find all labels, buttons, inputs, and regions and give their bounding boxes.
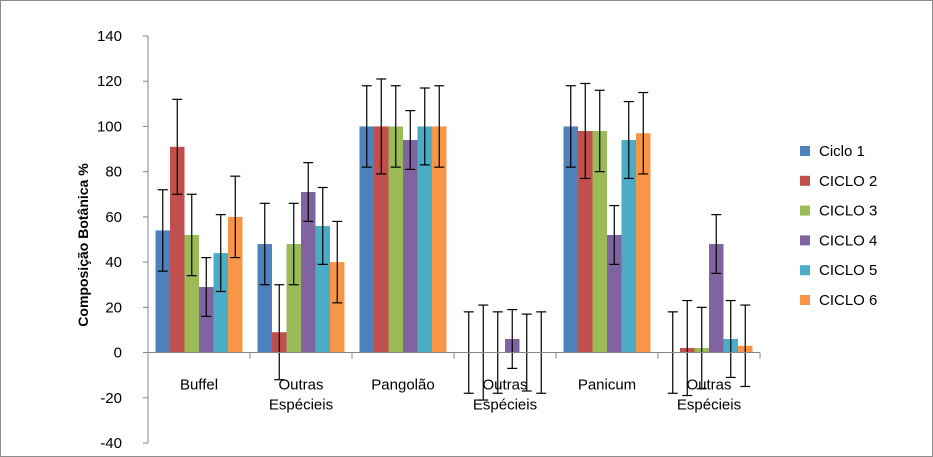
bar	[199, 286, 214, 353]
y-axis-ticks: -40 -20 0 20 40 60 80 100 120 140	[97, 28, 148, 452]
error-bars	[157, 78, 751, 401]
category-label: Pangolão	[371, 377, 434, 394]
bar	[388, 126, 403, 353]
bar	[330, 262, 345, 353]
category-labels: Buffel Outras Espécieis Pangolão Outras Espéc…	[180, 377, 741, 414]
y-tick-label: -40	[100, 435, 122, 452]
y-tick-label: 100	[97, 118, 122, 135]
bar	[621, 140, 636, 353]
bar	[578, 130, 593, 353]
bar	[155, 230, 170, 353]
y-tick-label: 120	[97, 73, 122, 90]
bar	[636, 133, 651, 353]
bar	[301, 192, 316, 353]
legend-label: Ciclo 1	[819, 143, 865, 160]
bar	[403, 140, 418, 353]
legend: Ciclo 1 CICLO 2 CICLO 3 CICLO 4 CICLO 5 CICLO…	[800, 143, 877, 309]
bar	[592, 130, 607, 353]
y-tick-label: -20	[100, 390, 122, 407]
bar	[432, 126, 447, 353]
axes	[147, 36, 761, 443]
bar	[213, 253, 228, 353]
bar	[228, 216, 243, 353]
legend-label: CICLO 3	[819, 203, 877, 220]
legend-label: CICLO 2	[819, 173, 877, 190]
bar	[170, 146, 185, 353]
category-label: Espécieis	[677, 397, 741, 414]
category-label: Outras	[686, 377, 731, 394]
category-label: Outras	[482, 377, 527, 394]
category-label: Panicum	[578, 377, 636, 394]
legend-label: CICLO 4	[819, 232, 877, 249]
bars	[155, 126, 753, 353]
y-tick-label: 80	[105, 164, 122, 181]
category-label: Espécieis	[269, 397, 333, 414]
bar	[374, 126, 389, 353]
legend-swatch	[800, 265, 810, 276]
bar	[257, 244, 272, 353]
legend-swatch	[800, 146, 810, 156]
legend-swatch	[800, 235, 810, 246]
bar	[563, 126, 578, 353]
legend-swatch	[800, 295, 810, 305]
y-tick-label: 20	[105, 299, 122, 316]
bar	[359, 126, 374, 353]
y-tick-label: 140	[97, 28, 122, 45]
legend-label: CICLO 6	[819, 292, 877, 309]
category-label: Buffel	[180, 377, 218, 394]
bar	[315, 225, 330, 353]
legend-swatch	[800, 205, 810, 216]
legend-swatch	[800, 175, 810, 186]
bar	[709, 244, 724, 353]
y-axis-title: Composição Botânica %	[75, 163, 91, 327]
y-tick-label: 40	[105, 254, 122, 271]
category-label: Espécieis	[473, 397, 537, 414]
y-tick-label: 60	[105, 209, 122, 226]
bar	[184, 234, 199, 353]
bar	[417, 126, 432, 353]
bar	[286, 244, 301, 353]
legend-label: CICLO 5	[819, 262, 877, 279]
y-tick-label: 0	[114, 345, 122, 362]
category-label: Outras	[278, 377, 323, 394]
